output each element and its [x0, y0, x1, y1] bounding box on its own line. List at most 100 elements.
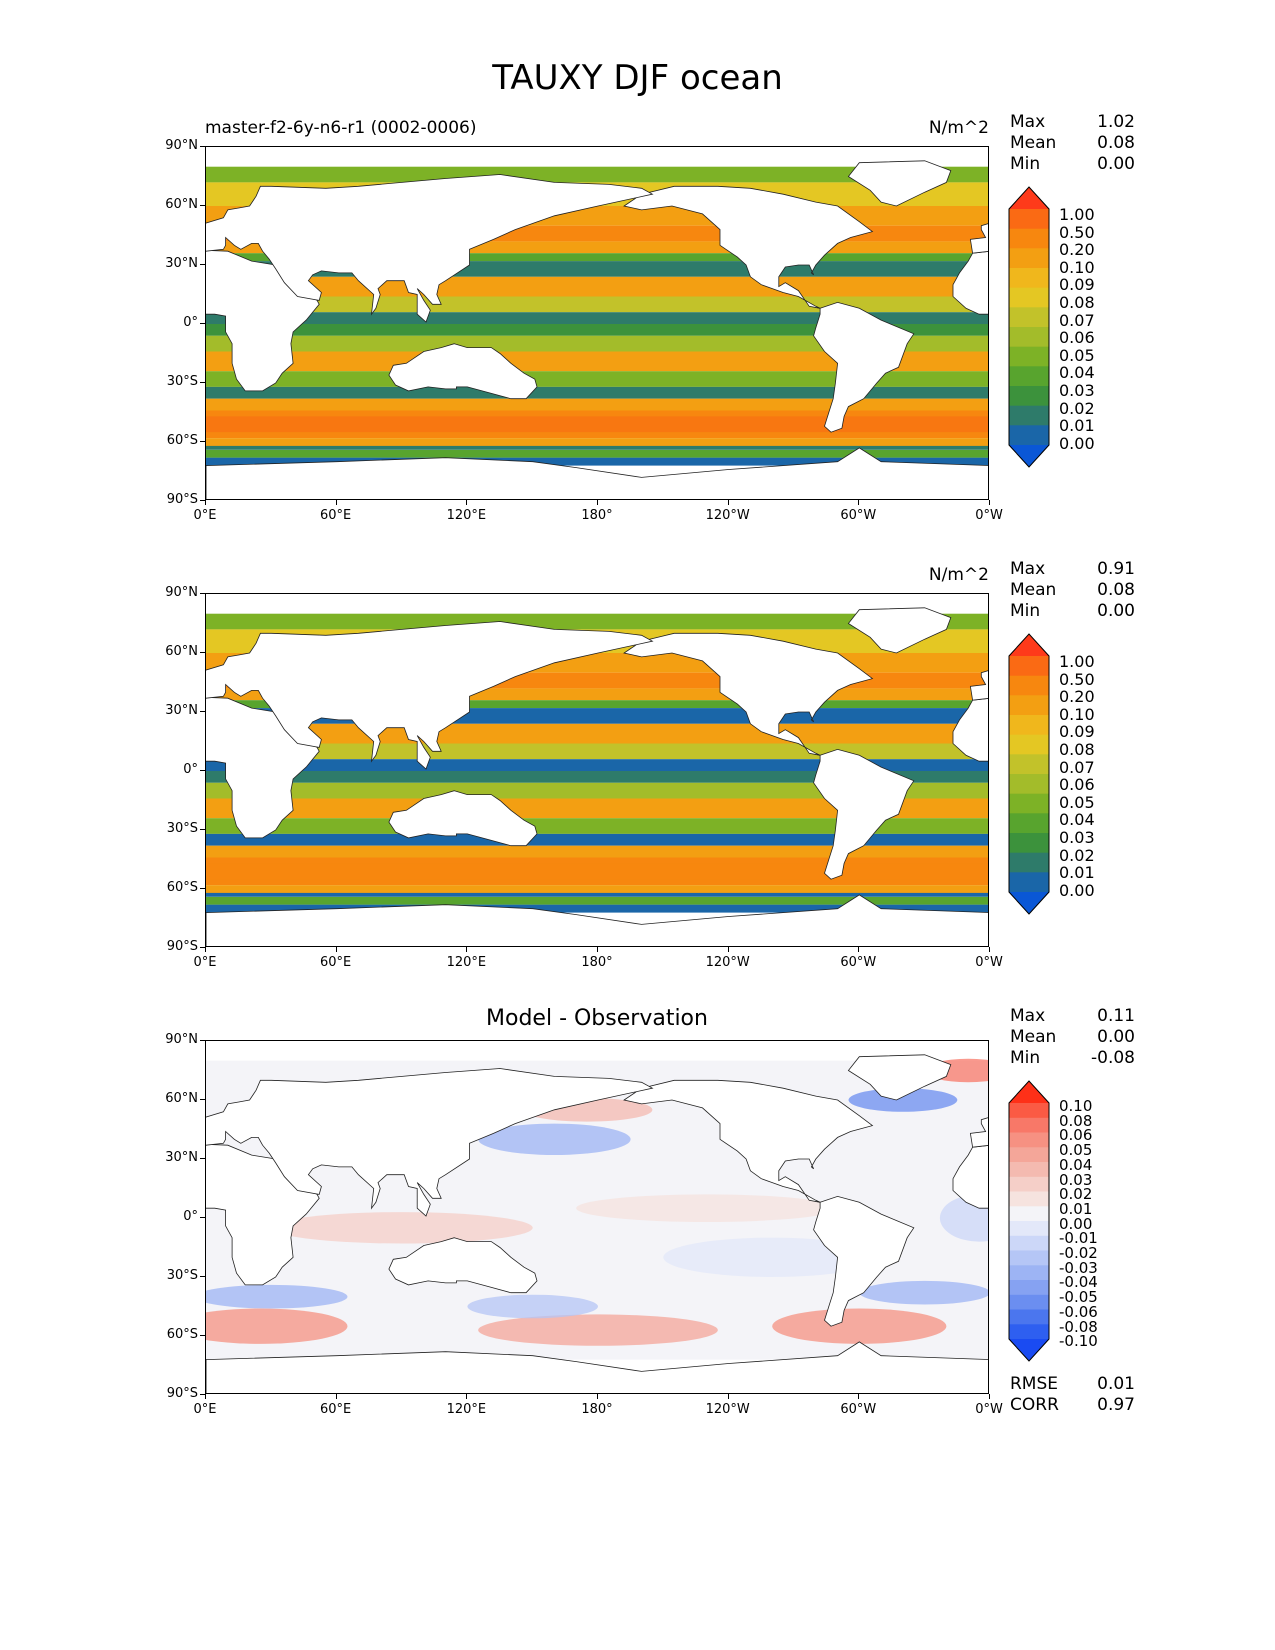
colorbar-tick-label: 0.10 — [1059, 704, 1095, 724]
colorbar-tick-label: -0.08 — [1059, 1317, 1098, 1336]
y-tick-label: 30°N — [165, 1150, 198, 1165]
x-tick-mark — [205, 947, 206, 952]
colorbar-tick-label: -0.05 — [1059, 1288, 1098, 1307]
field-band — [206, 896, 988, 905]
y-tick-mark — [200, 1394, 205, 1395]
colorbar-segment — [1009, 405, 1049, 426]
x-tick-label: 0°W — [975, 508, 1003, 523]
x-tick-mark — [466, 500, 468, 505]
field-band — [206, 845, 988, 858]
colorbar-segment — [1009, 734, 1049, 755]
stat-label: Mean — [1010, 133, 1057, 153]
north-america-landmass — [623, 632, 874, 756]
map-plot — [206, 160, 988, 499]
north-america-landmass — [623, 185, 874, 309]
x-tick-mark — [466, 1394, 468, 1399]
colorbar-segment — [1009, 1103, 1049, 1119]
field-band — [206, 885, 988, 893]
y-tick-label: 60°N — [165, 644, 198, 659]
colorbar-segment — [1009, 1324, 1049, 1340]
colorbar-segment — [1009, 872, 1049, 893]
x-tick-mark — [597, 500, 598, 505]
stat-value: 0.00 — [1097, 1027, 1135, 1047]
y-tick-label: 30°S — [166, 821, 198, 836]
colorbar-segment — [1009, 287, 1049, 308]
colorbar-segment — [1009, 248, 1049, 269]
y-tick-label: 90°N — [165, 1032, 198, 1047]
field-band — [206, 241, 988, 254]
anomaly-patch — [478, 1123, 631, 1155]
y-tick-label: 90°S — [166, 939, 198, 954]
map-plot — [206, 1054, 988, 1393]
x-tick-label: 120°W — [705, 508, 750, 523]
colorbar-segment — [1009, 852, 1049, 873]
anomaly-patch — [206, 1284, 348, 1309]
x-tick-label: 60°W — [840, 955, 877, 970]
units-label: N/m^2 — [928, 118, 989, 138]
stat-row: Min -0.08 — [1010, 1048, 1135, 1069]
x-tick-label: 120°E — [446, 508, 487, 523]
colorbar-segment — [1009, 1191, 1049, 1207]
colorbar-tick-label: -0.01 — [1059, 1229, 1098, 1248]
x-tick-mark — [466, 947, 468, 952]
australia-landmass — [388, 790, 538, 847]
y-tick-mark — [200, 711, 205, 712]
colorbar-box — [1008, 633, 1050, 919]
colorbar-tick-label: 0.08 — [1059, 292, 1095, 312]
colorbar-box — [1008, 1080, 1050, 1366]
y-tick-label: 0° — [183, 762, 198, 777]
colorbar-tick-label: 0.20 — [1059, 240, 1095, 260]
colorbar-segment — [1009, 1309, 1049, 1325]
colorbar-segment — [1009, 228, 1049, 249]
map-frame — [205, 593, 989, 947]
stat-label: Max — [1010, 559, 1046, 579]
panel-center-title: Model - Observation — [486, 1006, 708, 1031]
x-tick-label: 60°W — [840, 1402, 877, 1417]
y-tick-mark — [200, 593, 205, 594]
colorbar-segment — [1009, 1176, 1049, 1193]
x-tick-mark — [727, 500, 729, 505]
x-tick-label: 60°E — [320, 508, 352, 523]
field-band — [206, 438, 988, 446]
y-tick-mark — [200, 652, 205, 653]
antarctica-landmass — [206, 1341, 988, 1393]
colorbar-tick-label: 0.50 — [1059, 669, 1095, 689]
colorbar-segment — [1009, 268, 1049, 289]
x-tick-mark — [858, 500, 860, 505]
stat-label: Mean — [1010, 580, 1057, 600]
westerly-core — [206, 863, 988, 880]
colorbar-segment — [1009, 209, 1049, 230]
colorbar-tick-label: 0.06 — [1059, 775, 1095, 795]
colorbar-tick-label: 1.00 — [1059, 652, 1095, 671]
australia-landmass — [388, 343, 538, 400]
colorbar-segment — [1009, 675, 1049, 696]
colorbar — [1008, 1080, 1050, 1362]
x-tick-label: 0°E — [193, 955, 217, 970]
colorbar-segment — [1009, 695, 1049, 716]
units-label: N/m^2 — [928, 565, 989, 585]
x-tick-label: 180° — [581, 508, 613, 523]
x-tick-label: 180° — [581, 955, 613, 970]
field-band — [206, 253, 988, 262]
antarctica-landmass — [206, 447, 988, 499]
y-tick-label: 60°N — [165, 1091, 198, 1106]
y-tick-label: 60°S — [166, 880, 198, 895]
africa-landmass — [952, 1145, 988, 1209]
field-band — [206, 904, 988, 913]
x-tick-label: 0°W — [975, 955, 1003, 970]
x-tick-mark — [989, 947, 990, 952]
y-tick-mark — [200, 1276, 205, 1277]
x-tick-mark — [858, 947, 860, 952]
x-tick-mark — [597, 1394, 598, 1399]
colorbar-segment — [1009, 833, 1049, 854]
stat-row: Max 1.02 — [1010, 112, 1135, 133]
y-tick-mark — [200, 146, 205, 147]
colorbar-tick-label: 0.00 — [1059, 433, 1095, 453]
anomaly-patch — [576, 1194, 838, 1222]
y-tick-label: 0° — [183, 1209, 198, 1224]
y-tick-label: 60°N — [165, 197, 198, 212]
colorbar-tick-label: 0.04 — [1059, 363, 1095, 383]
colorbar-segment — [1009, 1280, 1049, 1296]
y-tick-label: 0° — [183, 315, 198, 330]
field-band — [206, 771, 988, 783]
